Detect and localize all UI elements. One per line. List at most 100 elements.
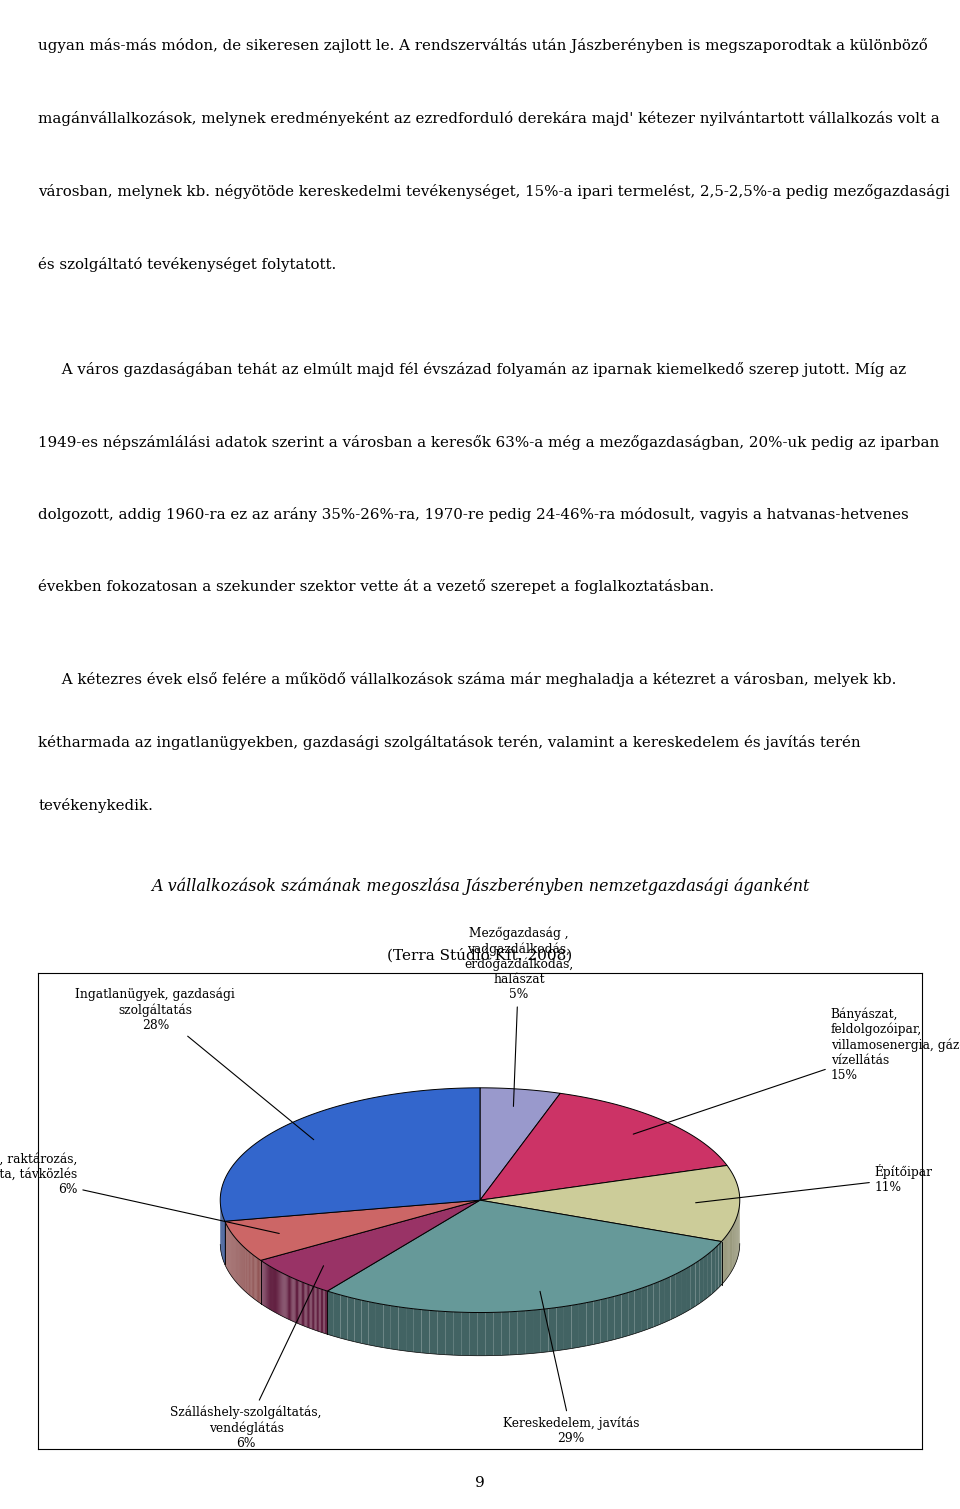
- Polygon shape: [295, 1280, 296, 1322]
- Polygon shape: [726, 1236, 727, 1280]
- Polygon shape: [564, 1305, 571, 1349]
- Polygon shape: [341, 1295, 348, 1340]
- Polygon shape: [681, 1269, 686, 1314]
- Text: kétharmada az ingatlanügyekben, gazdasági szolgáltatások terén, valamint a keres: kétharmada az ingatlanügyekben, gazdaság…: [38, 735, 861, 750]
- Polygon shape: [297, 1280, 299, 1323]
- Polygon shape: [383, 1304, 391, 1349]
- Polygon shape: [724, 1237, 725, 1283]
- Polygon shape: [369, 1302, 376, 1346]
- Polygon shape: [304, 1283, 305, 1326]
- Polygon shape: [282, 1274, 283, 1317]
- Polygon shape: [362, 1301, 369, 1345]
- Text: A város gazdaságában tehát az elmúlt majd fél évszázad folyamán az iparnak kieme: A város gazdaságában tehát az elmúlt maj…: [38, 362, 906, 377]
- Polygon shape: [493, 1313, 501, 1355]
- Polygon shape: [318, 1289, 320, 1331]
- Polygon shape: [300, 1281, 301, 1325]
- Polygon shape: [480, 1165, 740, 1242]
- Polygon shape: [715, 1245, 718, 1292]
- Text: Szálláshely-szolgáltatás,
vendéglátás
6%: Szálláshely-szolgáltatás, vendéglátás 6%: [171, 1266, 324, 1450]
- Polygon shape: [283, 1274, 284, 1317]
- Polygon shape: [641, 1286, 647, 1331]
- Polygon shape: [322, 1289, 324, 1332]
- Polygon shape: [284, 1274, 286, 1317]
- Polygon shape: [711, 1248, 715, 1295]
- Polygon shape: [348, 1296, 354, 1342]
- Text: tevékenykedik.: tevékenykedik.: [38, 798, 154, 813]
- Polygon shape: [305, 1283, 306, 1326]
- Text: (Terra Stúdió Kft. 2008): (Terra Stúdió Kft. 2008): [388, 949, 572, 963]
- Text: 1949-es népszámlálási adatok szerint a városban a keresők 63%-a még a mezőgazdas: 1949-es népszámlálási adatok szerint a v…: [38, 435, 940, 450]
- Polygon shape: [708, 1251, 711, 1298]
- Polygon shape: [453, 1311, 461, 1355]
- Polygon shape: [485, 1313, 493, 1355]
- Polygon shape: [269, 1266, 270, 1310]
- Polygon shape: [723, 1239, 724, 1284]
- Polygon shape: [316, 1287, 317, 1331]
- Polygon shape: [289, 1277, 290, 1320]
- Polygon shape: [461, 1313, 469, 1355]
- Polygon shape: [261, 1200, 480, 1292]
- Polygon shape: [313, 1286, 314, 1329]
- Polygon shape: [327, 1292, 334, 1337]
- Polygon shape: [695, 1260, 700, 1307]
- Polygon shape: [303, 1283, 304, 1326]
- Polygon shape: [287, 1275, 288, 1319]
- Polygon shape: [445, 1311, 453, 1355]
- Polygon shape: [299, 1281, 300, 1323]
- Polygon shape: [276, 1269, 277, 1313]
- Polygon shape: [665, 1277, 670, 1322]
- Polygon shape: [223, 1215, 224, 1262]
- Polygon shape: [225, 1200, 480, 1260]
- Polygon shape: [270, 1266, 271, 1310]
- Polygon shape: [718, 1242, 722, 1289]
- Polygon shape: [628, 1290, 635, 1335]
- Polygon shape: [654, 1281, 660, 1326]
- Polygon shape: [676, 1271, 681, 1317]
- Polygon shape: [670, 1274, 676, 1320]
- Polygon shape: [320, 1289, 321, 1332]
- Polygon shape: [327, 1200, 722, 1313]
- Polygon shape: [291, 1277, 293, 1320]
- Polygon shape: [321, 1289, 322, 1332]
- Polygon shape: [579, 1302, 587, 1348]
- Text: A kétezres évek első felére a működő vállalkozások száma már meghaladja a kétezr: A kétezres évek első felére a működő vál…: [38, 672, 897, 687]
- Polygon shape: [326, 1290, 327, 1334]
- Polygon shape: [480, 1094, 727, 1200]
- Polygon shape: [279, 1272, 280, 1316]
- Polygon shape: [548, 1308, 556, 1352]
- Text: 9: 9: [475, 1476, 485, 1489]
- Polygon shape: [275, 1269, 276, 1313]
- Polygon shape: [414, 1308, 421, 1354]
- Polygon shape: [501, 1311, 509, 1355]
- Polygon shape: [308, 1284, 309, 1328]
- Polygon shape: [301, 1283, 303, 1325]
- Polygon shape: [540, 1308, 548, 1352]
- Text: A vállalkozások számának megoszlása Jászberényben nemzetgazdasági áganként: A vállalkozások számának megoszlása Jász…: [151, 877, 809, 895]
- Polygon shape: [272, 1268, 273, 1311]
- Polygon shape: [280, 1272, 281, 1316]
- Polygon shape: [294, 1278, 295, 1322]
- Polygon shape: [635, 1289, 641, 1334]
- Polygon shape: [477, 1313, 485, 1355]
- Polygon shape: [277, 1271, 278, 1314]
- Polygon shape: [268, 1265, 269, 1308]
- Text: Bányászat,
feldolgozóipar,
villamosenergia, gáz-,
vízellátás
15%: Bányászat, feldolgozóipar, villamosenerg…: [634, 1007, 960, 1135]
- Polygon shape: [587, 1301, 593, 1346]
- Polygon shape: [469, 1313, 477, 1355]
- Text: Mezőgazdaság ,
vadgazdálkodás,
erdőgazdálkodás,
halászat
5%: Mezőgazdaság , vadgazdálkodás, erdőgazdá…: [465, 927, 573, 1106]
- Polygon shape: [525, 1310, 533, 1354]
- Polygon shape: [704, 1254, 708, 1301]
- Polygon shape: [324, 1290, 326, 1334]
- Polygon shape: [278, 1271, 279, 1314]
- Polygon shape: [621, 1292, 628, 1337]
- Text: Kereskedelem, javítás
29%: Kereskedelem, javítás 29%: [503, 1292, 639, 1444]
- Polygon shape: [274, 1269, 275, 1313]
- Polygon shape: [660, 1280, 665, 1325]
- Text: városban, melynek kb. négyötöde kereskedelmi tevékenységet, 15%-a ipari termelés: városban, melynek kb. négyötöde keresked…: [38, 184, 950, 199]
- Polygon shape: [480, 1088, 561, 1200]
- Polygon shape: [317, 1287, 318, 1331]
- Polygon shape: [593, 1299, 601, 1345]
- Polygon shape: [312, 1286, 313, 1329]
- Polygon shape: [398, 1307, 406, 1351]
- Polygon shape: [271, 1268, 272, 1311]
